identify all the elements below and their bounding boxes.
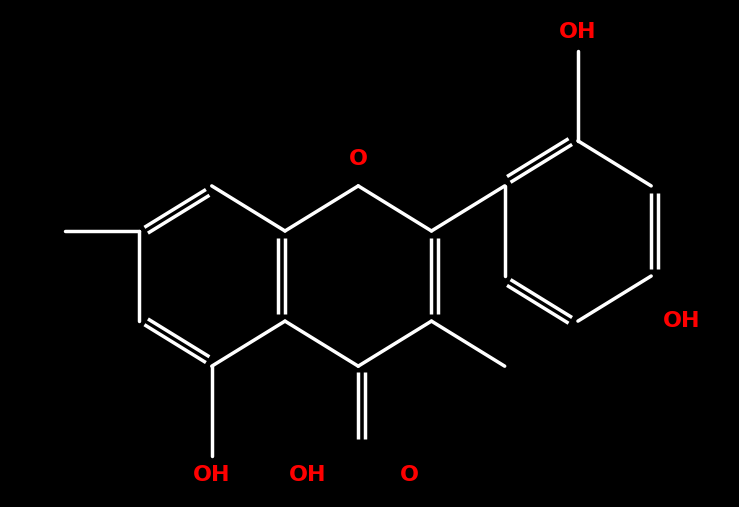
Text: OH: OH	[662, 311, 700, 331]
Text: OH: OH	[559, 22, 596, 42]
Text: O: O	[349, 149, 368, 169]
Text: OH: OH	[193, 465, 231, 485]
Text: OH: OH	[289, 465, 327, 485]
Text: O: O	[400, 465, 418, 485]
